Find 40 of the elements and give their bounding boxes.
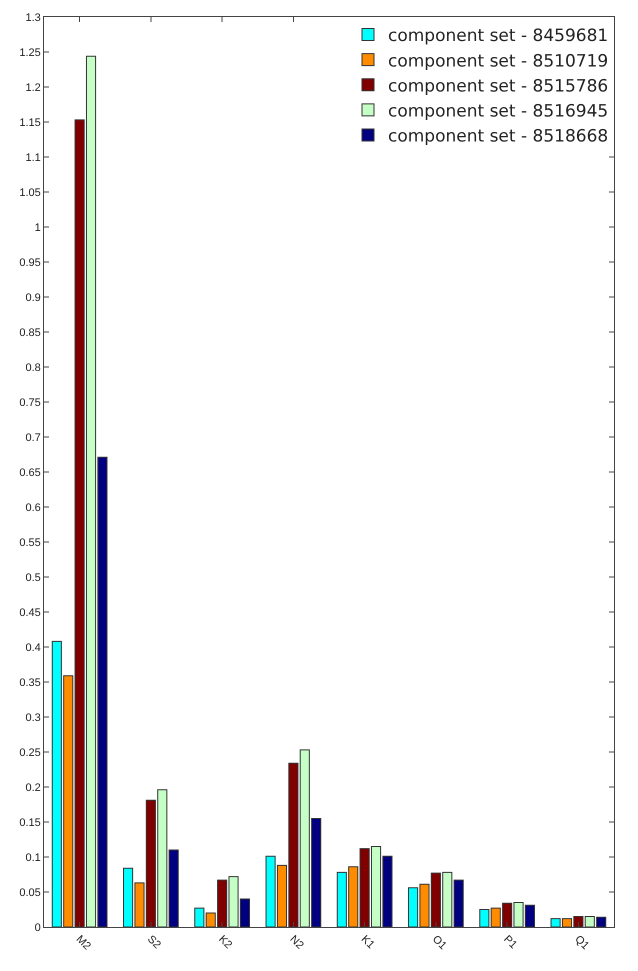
y-tick-label: 0.7	[26, 432, 41, 444]
x-tick-label: K1	[358, 933, 377, 952]
x-tick-label: M2	[74, 933, 93, 953]
legend-label: component set - 8516945	[388, 101, 608, 122]
y-tick-label: 0.05	[19, 886, 41, 899]
y-tick-label: 0.25	[19, 746, 41, 759]
legend-label: component set - 8510719	[388, 51, 608, 72]
y-tick-label: 1.2	[26, 82, 41, 94]
y-tick-label: 0.6	[26, 502, 41, 514]
y-tick-label: 1.05	[19, 186, 41, 199]
y-tick-label: 0.55	[19, 536, 41, 549]
legend-label: component set - 8518668	[388, 126, 608, 147]
y-tick-label: 0.95	[19, 256, 41, 269]
y-tick-label: 1.3	[26, 12, 41, 24]
x-tick-label: Q1	[572, 933, 592, 952]
y-tick-label: 0.45	[19, 606, 41, 619]
x-tick-label: P1	[501, 933, 520, 952]
y-tick-label: 0.35	[19, 676, 41, 689]
y-tick-label: 0.8	[26, 362, 41, 374]
legend-label: component set - 8459681	[388, 26, 608, 46]
x-tick-label: O1	[430, 933, 449, 952]
y-tick-label: 0.75	[19, 396, 41, 409]
y-tick-label: 0.15	[19, 816, 41, 829]
y-tick-label: 1.1	[26, 152, 41, 164]
y-tick-label: 0	[34, 922, 41, 934]
x-tick-label: S2	[144, 933, 163, 952]
y-tick-label: 0.4	[26, 642, 41, 654]
y-tick-label: 1.25	[19, 46, 41, 59]
x-tick-label: N2	[287, 933, 306, 952]
y-tick-label: 0.65	[19, 466, 41, 479]
y-tick-label: 0.1	[26, 852, 41, 864]
y-tick-label: 0.85	[19, 326, 41, 339]
y-tick-label: 0.3	[26, 712, 41, 724]
y-tick-label: 1	[34, 222, 41, 234]
x-tick-label: K2	[216, 933, 234, 952]
y-tick-label: 0.9	[26, 292, 41, 304]
y-tick-label: 0.5	[26, 572, 41, 584]
y-tick-label: 0.2	[26, 782, 41, 794]
legend-label: component set - 8515786	[388, 76, 608, 96]
y-tick-label: 1.15	[19, 116, 41, 129]
